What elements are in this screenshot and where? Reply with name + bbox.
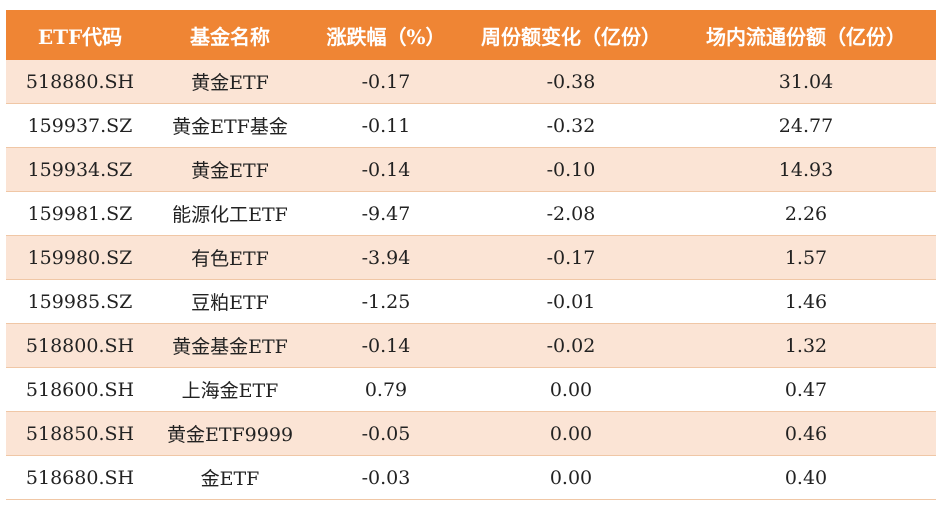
listed-shares-cell: 0.40 (784, 466, 828, 489)
change-pct-cell: -1.25 (361, 290, 411, 313)
change-pct-cell: -0.14 (361, 158, 411, 181)
fund-name-cell: 黄金基金ETF (172, 336, 288, 358)
table-row: 518680.SH 金ETF -0.03 0.00 0.40 (6, 456, 936, 500)
share-change-cell: 0.00 (549, 378, 593, 401)
table-row: 518800.SH 黄金基金ETF -0.14 -0.02 1.32 (6, 324, 936, 368)
table-row: 159937.SZ 黄金ETF基金 -0.11 -0.32 24.77 (6, 104, 936, 148)
listed-shares-cell: 1.46 (784, 290, 828, 313)
etf-table: ETF代码 基金名称 涨跌幅（%） 周份额变化（亿份） 场内流通份额（亿份） 5… (6, 10, 936, 500)
listed-shares-cell: 24.77 (778, 114, 834, 137)
listed-shares-cell: 0.47 (784, 378, 828, 401)
header-etf-code: ETF代码 (37, 24, 123, 49)
fund-name-cell: 有色ETF (191, 248, 269, 270)
share-change-cell: -0.38 (546, 70, 596, 93)
listed-shares-cell: 1.32 (784, 334, 828, 357)
etf-code-cell: 518850.SH (25, 422, 135, 445)
etf-code-cell: 518600.SH (25, 378, 135, 401)
listed-shares-cell: 0.46 (784, 422, 828, 445)
share-change-cell: -0.02 (546, 334, 596, 357)
fund-name-cell: 黄金ETF (191, 72, 269, 94)
listed-shares-cell: 2.26 (784, 202, 828, 225)
share-change-cell: -0.01 (546, 290, 596, 313)
etf-code-cell: 159980.SZ (27, 246, 133, 269)
table-row: 518880.SH 黄金ETF -0.17 -0.38 31.04 (6, 60, 936, 104)
change-pct-cell: -3.94 (361, 246, 411, 269)
listed-shares-cell: 31.04 (778, 70, 834, 93)
change-pct-cell: -9.47 (361, 202, 411, 225)
table-row: 159980.SZ 有色ETF -3.94 -0.17 1.57 (6, 236, 936, 280)
header-listed-shares: 场内流通份额（亿份） (706, 24, 906, 49)
fund-name-cell: 上海金ETF (181, 380, 279, 402)
etf-code-cell: 518680.SH (25, 466, 135, 489)
table-row: 518600.SH 上海金ETF 0.79 0.00 0.47 (6, 368, 936, 412)
etf-code-cell: 159981.SZ (27, 202, 133, 225)
table-row: 159981.SZ 能源化工ETF -9.47 -2.08 2.26 (6, 192, 936, 236)
table-header: ETF代码 基金名称 涨跌幅（%） 周份额变化（亿份） 场内流通份额（亿份） (6, 10, 936, 60)
share-change-cell: -2.08 (546, 202, 596, 225)
header-weekly-share-change: 周份额变化（亿份） (481, 24, 661, 49)
header-change-pct: 涨跌幅（%） (326, 24, 446, 49)
etf-code-cell: 159934.SZ (27, 158, 133, 181)
change-pct-cell: -0.14 (361, 334, 411, 357)
share-change-cell: 0.00 (549, 422, 593, 445)
share-change-cell: -0.10 (546, 158, 596, 181)
change-pct-cell: -0.11 (361, 114, 411, 137)
fund-name-cell: 能源化工ETF (172, 204, 288, 226)
share-change-cell: 0.00 (549, 466, 593, 489)
etf-code-cell: 159937.SZ (27, 114, 133, 137)
etf-code-cell: 518880.SH (25, 70, 135, 93)
table-row: 159934.SZ 黄金ETF -0.14 -0.10 14.93 (6, 148, 936, 192)
change-pct-cell: -0.03 (361, 466, 411, 489)
table-row: 159985.SZ 豆粕ETF -1.25 -0.01 1.46 (6, 280, 936, 324)
table-row: 518850.SH 黄金ETF9999 -0.05 0.00 0.46 (6, 412, 936, 456)
etf-code-cell: 518800.SH (25, 334, 135, 357)
fund-name-cell: 豆粕ETF (191, 292, 269, 314)
fund-name-cell: 黄金ETF基金 (172, 116, 288, 138)
etf-code-cell: 159985.SZ (27, 290, 133, 313)
fund-name-cell: 金ETF (200, 468, 260, 490)
change-pct-cell: -0.17 (361, 70, 411, 93)
change-pct-cell: -0.05 (361, 422, 411, 445)
listed-shares-cell: 1.57 (784, 246, 828, 269)
listed-shares-cell: 14.93 (778, 158, 834, 181)
share-change-cell: -0.32 (546, 114, 596, 137)
change-pct-cell: 0.79 (364, 378, 408, 401)
fund-name-cell: 黄金ETF (191, 160, 269, 182)
header-fund-name: 基金名称 (190, 24, 270, 49)
share-change-cell: -0.17 (546, 246, 596, 269)
fund-name-cell: 黄金ETF9999 (166, 424, 294, 446)
